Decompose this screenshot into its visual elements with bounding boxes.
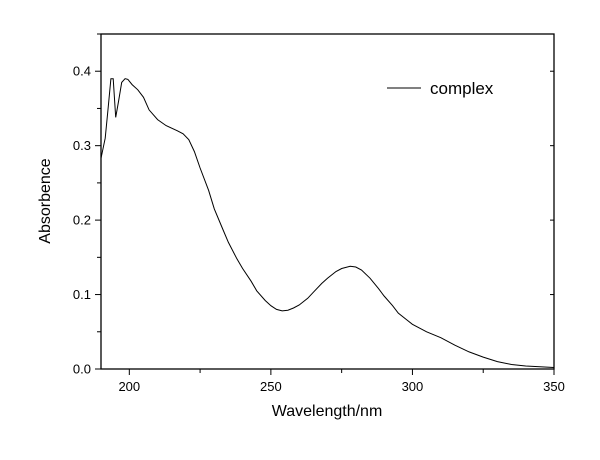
y-tick-label: 0.4: [73, 64, 91, 79]
legend-label-complex: complex: [430, 79, 494, 98]
y-axis-ticks: 0.0 0.1 0.2 0.3 0.4: [73, 33, 554, 377]
plot-frame: [100, 33, 555, 370]
series-line-complex: [100, 78, 555, 368]
x-tick-label: 350: [543, 379, 565, 394]
y-tick-label: 0.2: [73, 213, 91, 228]
x-tick-label: 200: [118, 379, 140, 394]
x-axis-label: Wavelength/nm: [272, 403, 383, 420]
y-tick-label: 0.0: [73, 362, 91, 377]
x-axis-ticks: 200 250 300 350: [118, 369, 565, 394]
y-axis-label: Absorbence: [37, 158, 54, 243]
x-tick-label: 250: [260, 379, 282, 394]
x-tick-label: 300: [402, 379, 424, 394]
legend: complex: [387, 79, 494, 98]
y-tick-label: 0.3: [73, 138, 91, 153]
y-tick-label: 0.1: [73, 287, 91, 302]
